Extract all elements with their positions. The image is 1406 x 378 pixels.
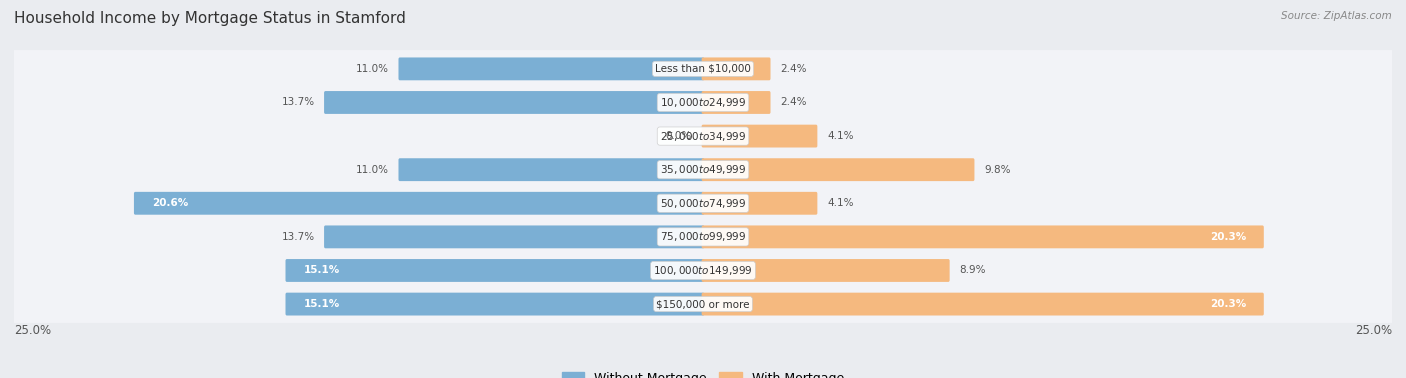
Text: 4.1%: 4.1% xyxy=(827,198,853,208)
FancyBboxPatch shape xyxy=(323,225,704,248)
Legend: Without Mortgage, With Mortgage: Without Mortgage, With Mortgage xyxy=(557,367,849,378)
FancyBboxPatch shape xyxy=(702,158,974,181)
Text: Household Income by Mortgage Status in Stamford: Household Income by Mortgage Status in S… xyxy=(14,11,406,26)
FancyBboxPatch shape xyxy=(398,158,704,181)
FancyBboxPatch shape xyxy=(702,91,770,114)
FancyBboxPatch shape xyxy=(702,57,770,80)
Text: 11.0%: 11.0% xyxy=(356,165,389,175)
Text: 8.9%: 8.9% xyxy=(959,265,986,276)
Text: 15.1%: 15.1% xyxy=(304,299,340,309)
Text: $25,000 to $34,999: $25,000 to $34,999 xyxy=(659,130,747,143)
Text: $10,000 to $24,999: $10,000 to $24,999 xyxy=(659,96,747,109)
Text: 20.3%: 20.3% xyxy=(1209,232,1246,242)
FancyBboxPatch shape xyxy=(702,293,1264,316)
FancyBboxPatch shape xyxy=(10,50,1396,88)
FancyBboxPatch shape xyxy=(134,192,704,215)
Text: 15.1%: 15.1% xyxy=(304,265,340,276)
Text: 11.0%: 11.0% xyxy=(356,64,389,74)
FancyBboxPatch shape xyxy=(702,192,817,215)
Text: 2.4%: 2.4% xyxy=(780,64,807,74)
Text: 20.6%: 20.6% xyxy=(152,198,188,208)
FancyBboxPatch shape xyxy=(702,259,949,282)
FancyBboxPatch shape xyxy=(10,285,1396,323)
FancyBboxPatch shape xyxy=(10,184,1396,222)
Text: 9.8%: 9.8% xyxy=(984,165,1011,175)
FancyBboxPatch shape xyxy=(10,252,1396,289)
Text: $50,000 to $74,999: $50,000 to $74,999 xyxy=(659,197,747,210)
FancyBboxPatch shape xyxy=(702,225,1264,248)
Text: $35,000 to $49,999: $35,000 to $49,999 xyxy=(659,163,747,176)
Text: Less than $10,000: Less than $10,000 xyxy=(655,64,751,74)
FancyBboxPatch shape xyxy=(10,218,1396,256)
Text: $100,000 to $149,999: $100,000 to $149,999 xyxy=(654,264,752,277)
FancyBboxPatch shape xyxy=(10,84,1396,121)
Text: $150,000 or more: $150,000 or more xyxy=(657,299,749,309)
FancyBboxPatch shape xyxy=(323,91,704,114)
Text: Source: ZipAtlas.com: Source: ZipAtlas.com xyxy=(1281,11,1392,21)
FancyBboxPatch shape xyxy=(10,117,1396,155)
Text: 25.0%: 25.0% xyxy=(14,324,51,337)
Text: 13.7%: 13.7% xyxy=(281,98,315,107)
FancyBboxPatch shape xyxy=(285,293,704,316)
Text: 13.7%: 13.7% xyxy=(281,232,315,242)
Text: 4.1%: 4.1% xyxy=(827,131,853,141)
FancyBboxPatch shape xyxy=(285,259,704,282)
FancyBboxPatch shape xyxy=(398,57,704,80)
FancyBboxPatch shape xyxy=(702,125,817,147)
Text: 25.0%: 25.0% xyxy=(1355,324,1392,337)
Text: 0.0%: 0.0% xyxy=(665,131,692,141)
Text: 20.3%: 20.3% xyxy=(1209,299,1246,309)
FancyBboxPatch shape xyxy=(10,151,1396,189)
Text: $75,000 to $99,999: $75,000 to $99,999 xyxy=(659,230,747,243)
Text: 2.4%: 2.4% xyxy=(780,98,807,107)
